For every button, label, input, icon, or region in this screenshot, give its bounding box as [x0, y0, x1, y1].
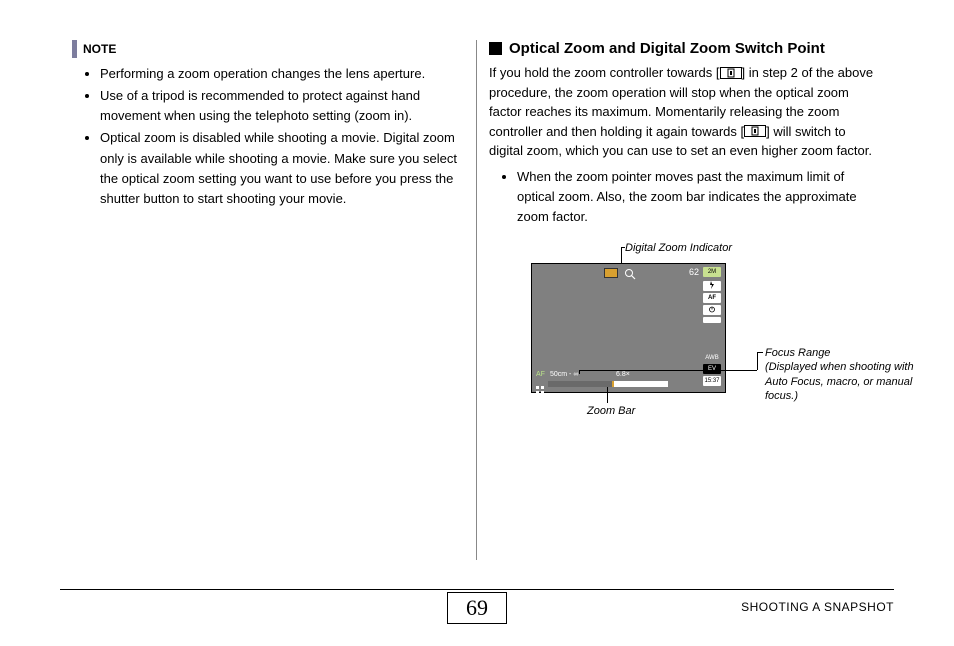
shot-counter: 62 [689, 267, 699, 277]
orange-indicator-icon [604, 268, 618, 278]
section-bullet-list: When the zoom pointer moves past the max… [489, 167, 882, 227]
callout-line [579, 370, 580, 374]
note-item: Optical zoom is disabled while shooting … [100, 128, 464, 209]
section-title: Optical Zoom and Digital Zoom Switch Poi… [509, 40, 825, 57]
af-badge: AF [703, 293, 721, 303]
size-badge: 2M [703, 267, 721, 277]
iso-badge-icon [703, 317, 721, 323]
telephoto-icon [744, 125, 766, 137]
zoom-bar [548, 381, 668, 387]
af-text: AF [536, 371, 545, 378]
telephoto-icon [720, 67, 742, 79]
section-bullet: When the zoom pointer moves past the max… [517, 167, 882, 227]
right-column: Optical Zoom and Digital Zoom Switch Poi… [477, 40, 894, 560]
time-badge: 15:37 [703, 376, 721, 386]
focus-range-text: 50cm - ∞ [550, 371, 578, 378]
magnifier-icon [624, 267, 636, 279]
label-zoom-bar: Zoom Bar [587, 404, 635, 418]
label-focus-range-text: Focus Range (Displayed when shooting wit… [765, 347, 914, 402]
note-heading: NOTE [72, 40, 464, 58]
left-column: NOTE Performing a zoom operation changes… [60, 40, 477, 560]
label-digital-zoom-indicator: Digital Zoom Indicator [625, 241, 732, 255]
diagram: Digital Zoom Indicator 62 2M AF AWB EV [489, 241, 889, 421]
flash-badge-icon [703, 281, 721, 291]
awb-badge: AWB [703, 353, 721, 363]
callout-line [607, 387, 608, 403]
note-bar-icon [72, 40, 77, 58]
section-paragraph: If you hold the zoom controller towards … [489, 63, 882, 161]
page-number: 69 [447, 592, 507, 624]
note-item: Performing a zoom operation changes the … [100, 64, 464, 84]
ev-badge: EV [703, 364, 721, 374]
callout-line [579, 370, 757, 371]
camera-screen: 62 2M AF AWB EV 15:37 AF 50cm - ∞ 6.8× [531, 263, 726, 393]
section-heading: Optical Zoom and Digital Zoom Switch Poi… [489, 40, 882, 57]
footer-section-label: SHOOTING A SNAPSHOT [741, 600, 894, 614]
footer-rule [60, 589, 894, 590]
footer: 69 SHOOTING A SNAPSHOT [60, 589, 894, 624]
note-list: Performing a zoom operation changes the … [72, 64, 464, 209]
wide-icon [536, 381, 544, 389]
timer-badge-icon [703, 305, 721, 315]
note-item: Use of a tripod is recommended to protec… [100, 86, 464, 126]
callout-line [757, 352, 758, 370]
callout-line [621, 247, 625, 248]
section-square-icon [489, 42, 502, 55]
zoom-factor-text: 6.8× [616, 371, 630, 378]
note-label: NOTE [83, 42, 116, 56]
zoom-bar-fill [548, 381, 614, 387]
label-focus-range: Focus Range (Displayed when shooting wit… [765, 346, 915, 403]
para-text: If you hold the zoom controller towards … [489, 65, 720, 80]
